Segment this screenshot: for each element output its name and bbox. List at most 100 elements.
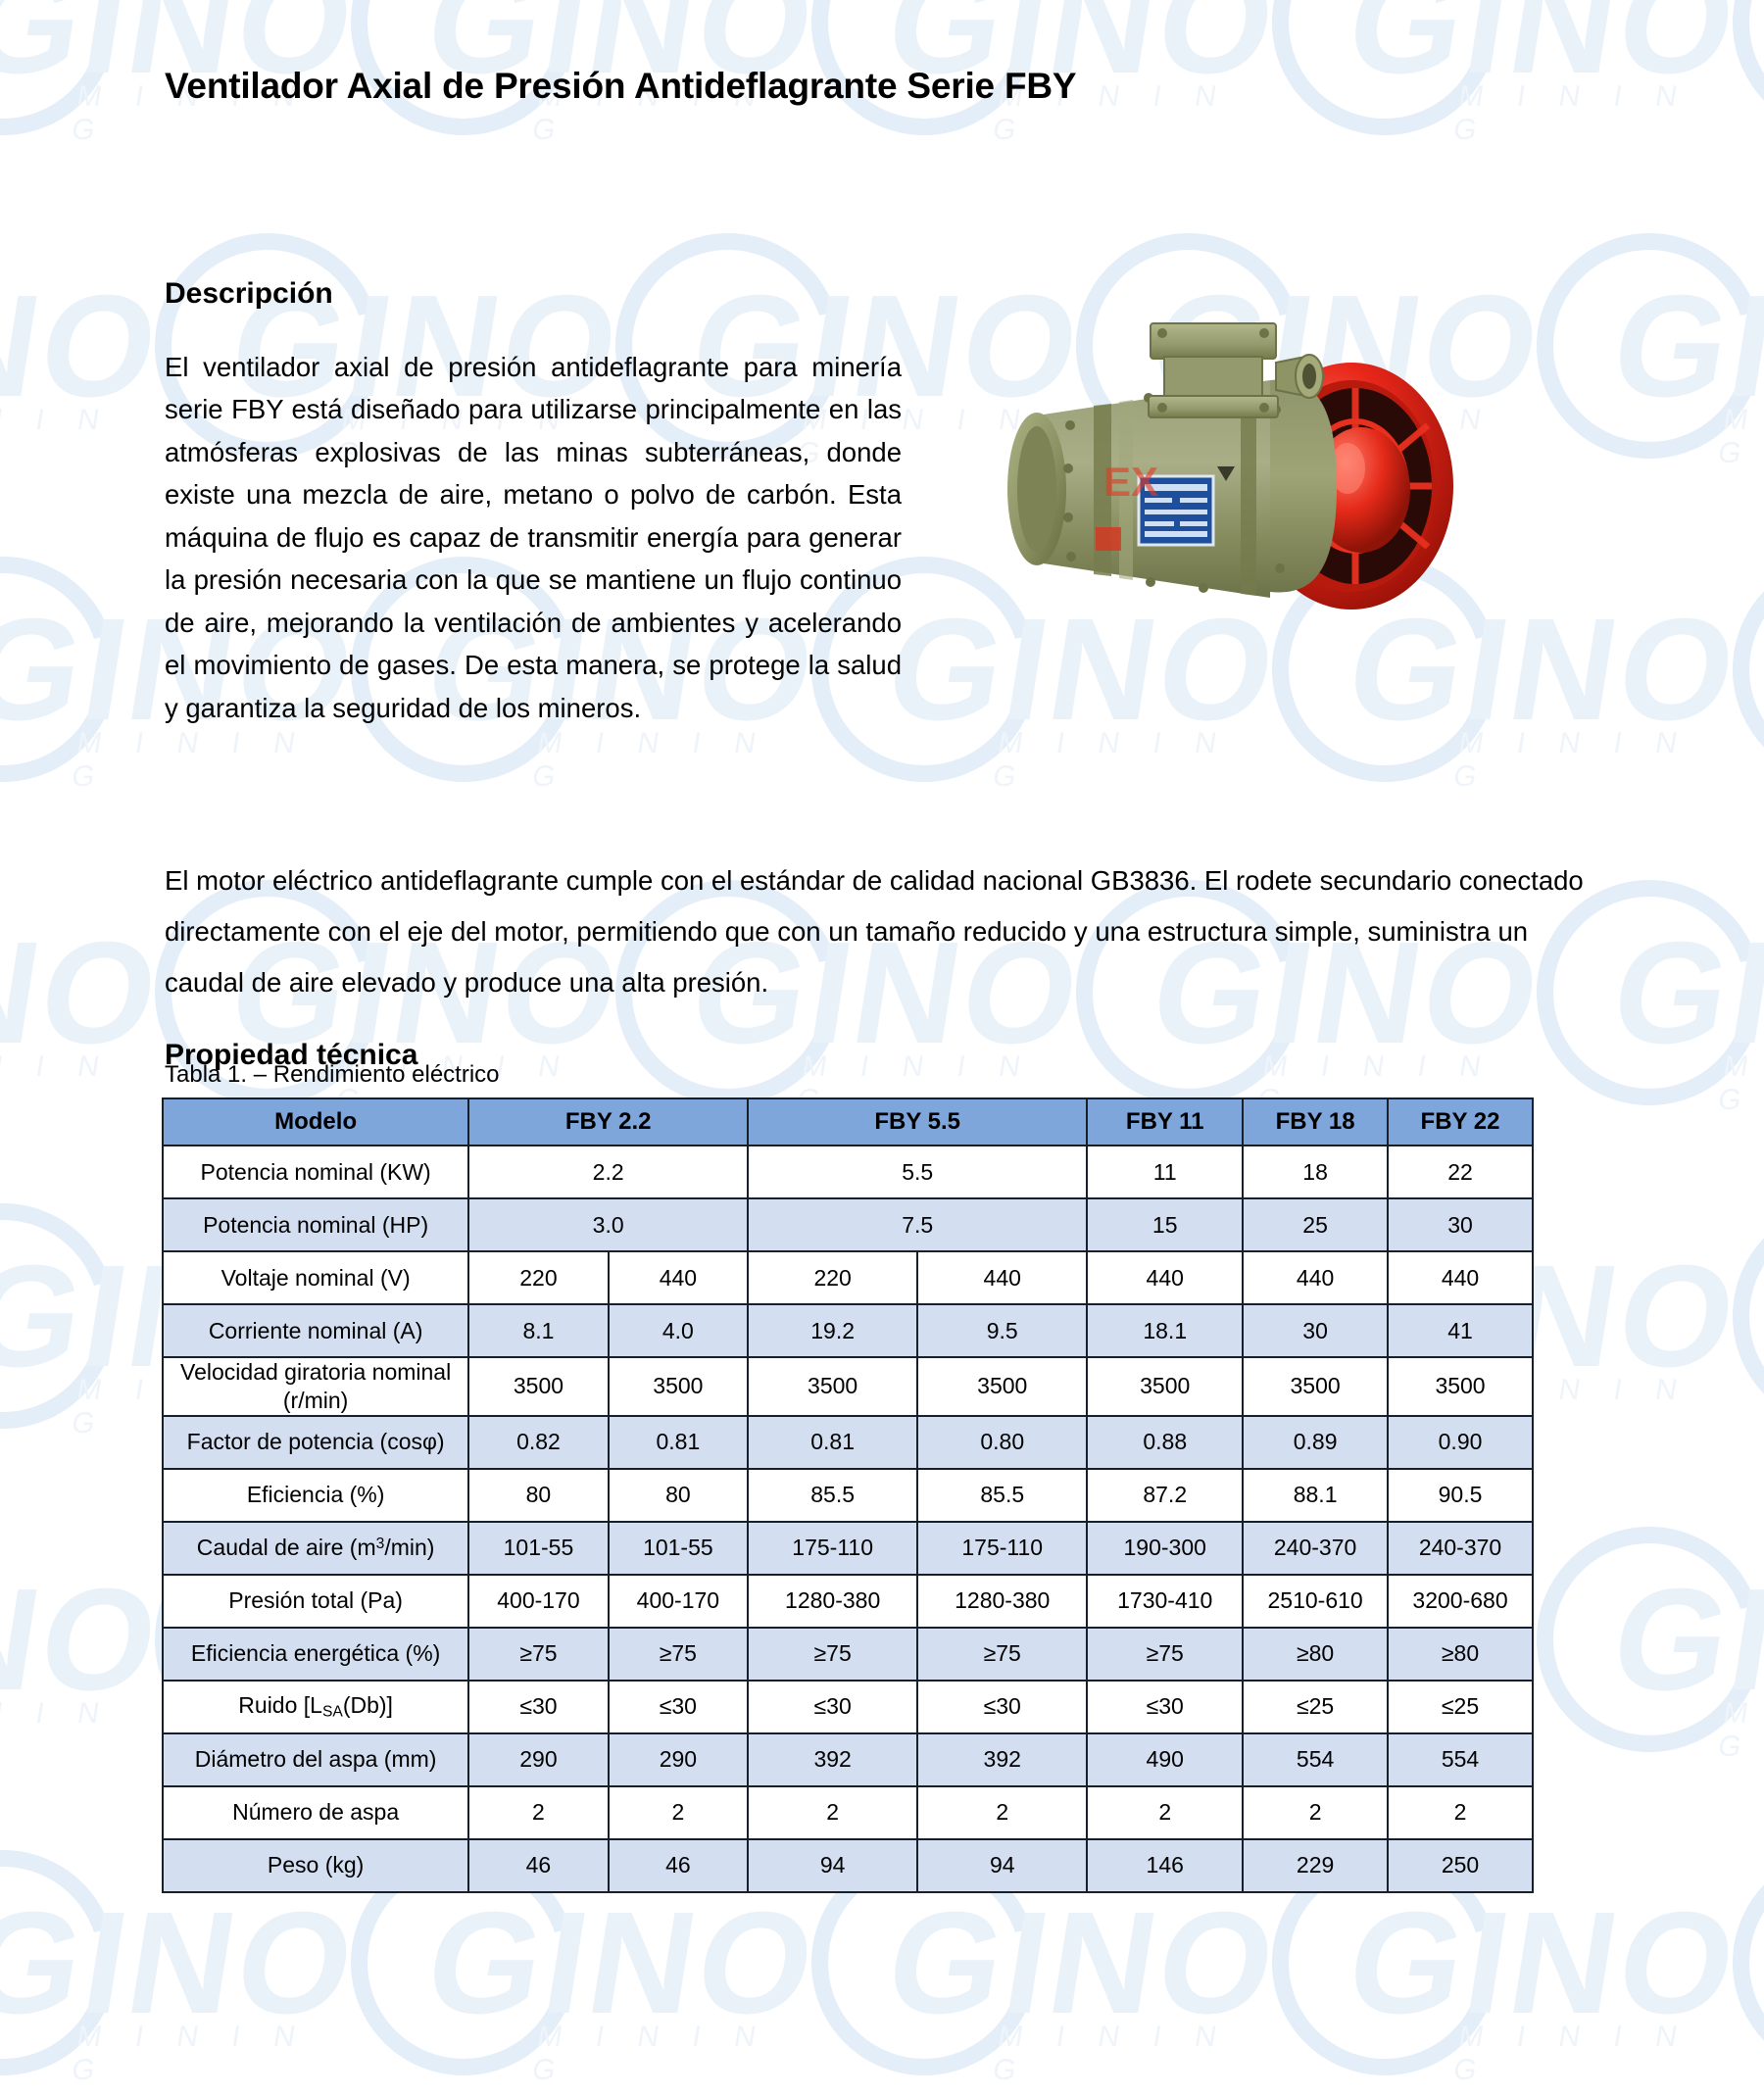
table-row-label: Corriente nominal (A) [161,1303,470,1358]
table-column-header: FBY 11 [1086,1097,1245,1146]
table-cell: 30 [1387,1197,1534,1252]
table-cell: 94 [747,1837,919,1893]
watermark-wordmark: GINO [1602,912,1764,1074]
table-header: Modelo FBY 2.2 FBY 5.5 FBY 11 FBY 18 FBY 22 [161,1097,1534,1146]
table-cell: 2 [1387,1784,1534,1840]
table-cell: ≤25 [1387,1679,1534,1734]
watermark-ring-icon [1537,1527,1762,1752]
table-cell: 0.80 [916,1414,1089,1470]
table-row-label: Eficiencia (%) [161,1467,470,1523]
watermark-ring-icon [1733,0,1764,135]
watermark-wordmark: GINO [877,1882,1290,2044]
watermark-ring-icon [0,0,116,135]
watermark-subtext: M I N I N G [0,1050,115,1083]
table-cell: 392 [916,1731,1089,1787]
table-cell: 1280-380 [916,1573,1089,1629]
table-cell: 220 [747,1250,919,1305]
watermark-subtext: M I N I N G [69,727,311,793]
secondary-paragraph: El motor eléctrico antideflagrante cumpl… [165,864,1584,998]
table-cell: 2 [916,1784,1089,1840]
svg-text:EX: EX [1103,459,1158,505]
axial-fan-illustration: EX [1007,322,1453,610]
watermark-wordmark: GINO [0,1882,368,2044]
table-cell: 2 [1242,1784,1390,1840]
watermark-ring-icon [1272,0,1497,135]
table-row: Peso (kg) 46 46 94 94 146 229 250 [161,1837,1534,1893]
table-cell: 290 [607,1731,750,1787]
watermark-wordmark: GINO [1602,266,1764,427]
table-cell: 85.5 [916,1467,1089,1523]
table-cell: 554 [1387,1731,1534,1787]
table-cell: 190-300 [1086,1520,1245,1576]
watermark-subtext: M I N I N G [990,727,1232,793]
table-cell: 240-370 [1387,1520,1534,1576]
watermark-wordmark: GINO [0,266,172,427]
table-cell: 11 [1086,1145,1245,1199]
table-cell: 101-55 [467,1520,610,1576]
table-cell: 5.5 [747,1145,1089,1199]
watermark-wordmark: GINO [416,1882,829,2044]
watermark-wordmark: GINO [1602,1559,1764,1721]
watermark-subtext: M I N I N G [1450,2021,1692,2086]
watermark-wordmark: GINO [1338,0,1750,104]
table-cell: ≤30 [916,1679,1089,1734]
table-cell: 146 [1086,1837,1245,1893]
watermark-subtext: M I N I N G [990,2021,1232,2086]
table-cell: 0.81 [607,1414,750,1470]
watermark-subtext: M I N I N G [69,2021,311,2086]
table-cell: 30 [1242,1303,1390,1358]
watermark-wordmark: GINO [1338,1882,1750,2044]
table-cell: ≤30 [1086,1679,1245,1734]
table-cell: 290 [467,1731,610,1787]
table-row-label: Ruido [LSA(Db)] [161,1679,470,1734]
table-cell: 8.1 [467,1303,610,1358]
table-cell: 0.89 [1242,1414,1390,1470]
table-cell: 440 [916,1250,1089,1305]
table-cell: 101-55 [607,1520,750,1576]
watermark-ring-icon [1537,233,1762,459]
table-cell: 440 [1387,1250,1534,1305]
table-cell: 0.82 [467,1414,610,1470]
table-cell: 554 [1242,1731,1390,1787]
table-cell: 2 [747,1784,919,1840]
table-cell: 87.2 [1086,1467,1245,1523]
table-cell: 0.90 [1387,1414,1534,1470]
watermark-wordmark: GINO [0,912,172,1074]
table-cell: 175-110 [916,1520,1089,1576]
table-body: Potencia nominal (KW) 2.2 5.5 11 18 22 Potenci… [161,1145,1534,1893]
table-cell: 3500 [467,1356,610,1417]
table-header-row: Modelo FBY 2.2 FBY 5.5 FBY 11 FBY 18 FBY 22 [161,1097,1534,1146]
table-row: Corriente nominal (A) 8.1 4.0 19.2 9.5 18.1 30… [161,1303,1534,1358]
table-cell: 2510-610 [1242,1573,1390,1629]
table-row: Diámetro del aspa (mm) 290 290 392 392 490 554… [161,1731,1534,1787]
table-row: Presión total (Pa) 400-170 400-170 1280-380… [161,1573,1534,1629]
table-cell: 1730-410 [1086,1573,1245,1629]
watermark-ring-icon [0,1850,116,2075]
table-row: Potencia nominal (HP) 3.0 7.5 15 25 30 [161,1197,1534,1252]
table-cell: 94 [916,1837,1089,1893]
table-cell: 440 [607,1250,750,1305]
watermark-subtext: M I N I N G [529,727,771,793]
watermark-subtext: M I N I N G [529,2021,771,2086]
table-cell: ≥75 [1086,1626,1245,1682]
table-cell: 15 [1086,1197,1245,1252]
table-cell: 22 [1387,1145,1534,1199]
table-cell: 25 [1242,1197,1390,1252]
table-row-label: Caudal de aire (m3/min) [161,1520,470,1576]
watermark-subtext: M I N I N G [0,404,115,436]
table-cell: 4.0 [607,1303,750,1358]
table-cell: 3.0 [467,1197,750,1252]
table-row: Ruido [LSA(Db)] ≤30 ≤30 ≤30 ≤30 ≤30 ≤25 ≤25 [161,1679,1534,1734]
table-cell: ≥80 [1387,1626,1534,1682]
table-cell: 440 [1086,1250,1245,1305]
table-cell: 18.1 [1086,1303,1245,1358]
table-cell: 41 [1387,1303,1534,1358]
table-row: Eficiencia energética (%) ≥75 ≥75 ≥75 ≥75 ≥75… [161,1626,1534,1682]
watermark-subtext: M I N I N G [1450,727,1692,793]
table-caption: Tabla 1. – Rendimiento eléctrico [165,1061,500,1088]
table-cell: ≥75 [607,1626,750,1682]
